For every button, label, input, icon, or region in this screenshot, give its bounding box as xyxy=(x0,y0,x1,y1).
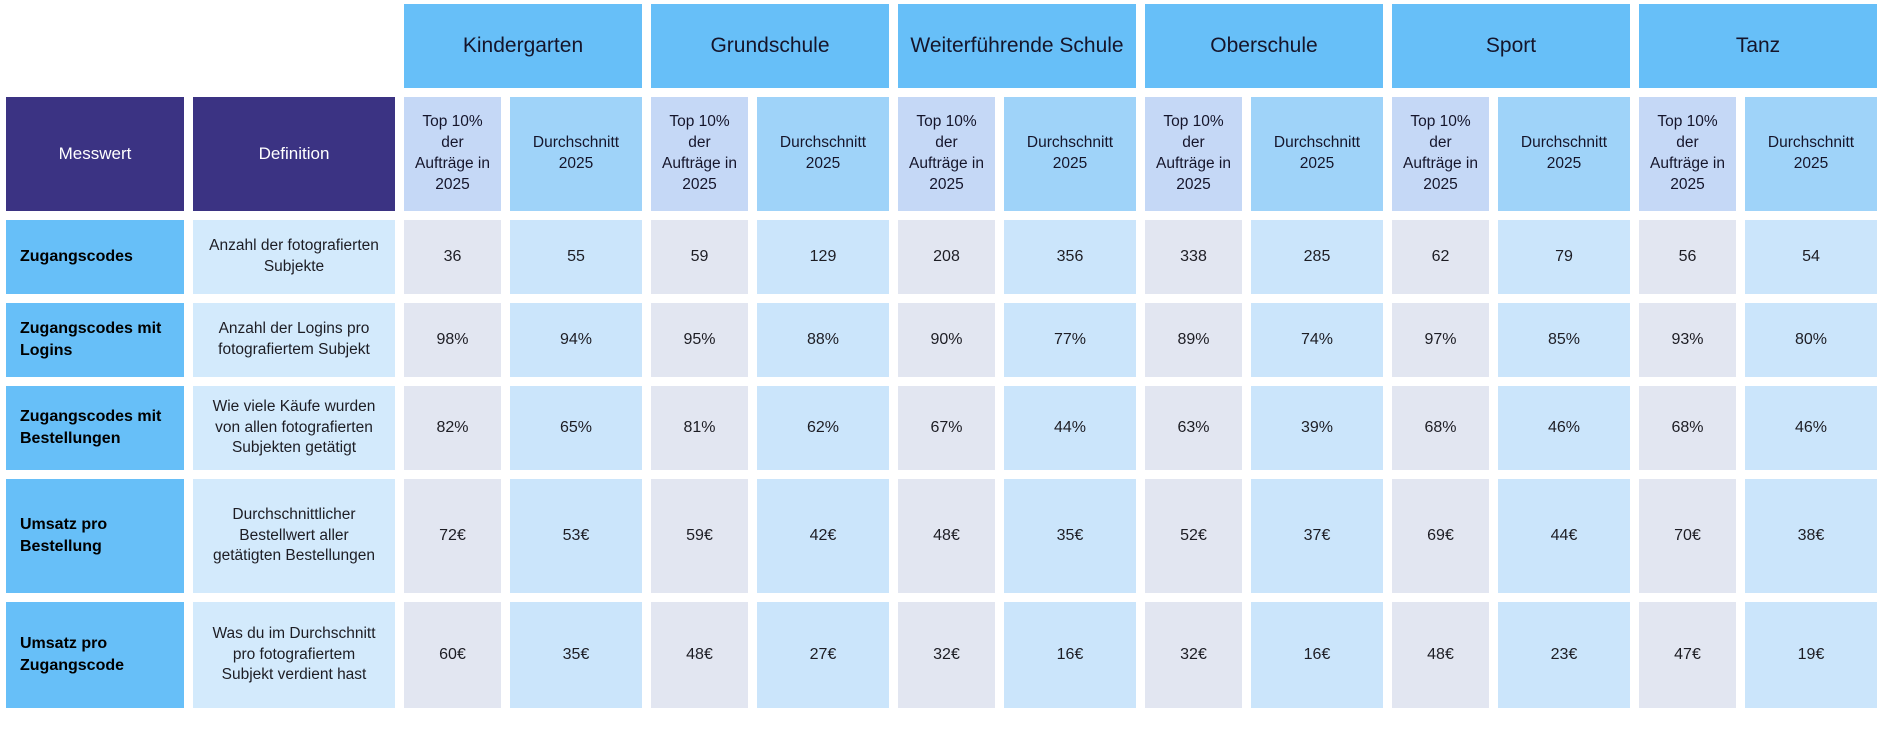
subheader-average: Durchschnitt 2025 xyxy=(510,97,642,211)
value-top10-cell: 81% xyxy=(651,386,748,470)
subheader-top10: Top 10% der Aufträge in 2025 xyxy=(1639,97,1736,211)
value-top10-cell: 97% xyxy=(1392,303,1489,377)
value-top10-cell: 69€ xyxy=(1392,479,1489,593)
value-top10-cell: 93% xyxy=(1639,303,1736,377)
value-average-cell: 16€ xyxy=(1004,602,1136,708)
value-top10-cell: 56 xyxy=(1639,220,1736,294)
value-top10-cell: 82% xyxy=(404,386,501,470)
subheader-top10: Top 10% der Aufträge in 2025 xyxy=(651,97,748,211)
value-average-cell: 16€ xyxy=(1251,602,1383,708)
value-top10-cell: 67% xyxy=(898,386,995,470)
value-top10-cell: 52€ xyxy=(1145,479,1242,593)
value-top10-cell: 95% xyxy=(651,303,748,377)
subheader-average: Durchschnitt 2025 xyxy=(757,97,889,211)
group-header-sport: Sport xyxy=(1392,4,1630,88)
subheader-top10: Top 10% der Aufträge in 2025 xyxy=(1145,97,1242,211)
value-top10-cell: 32€ xyxy=(898,602,995,708)
value-average-cell: 46% xyxy=(1498,386,1630,470)
value-average-cell: 44€ xyxy=(1498,479,1630,593)
value-average-cell: 23€ xyxy=(1498,602,1630,708)
value-average-cell: 27€ xyxy=(757,602,889,708)
subheader-average: Durchschnitt 2025 xyxy=(1745,97,1877,211)
value-average-cell: 356 xyxy=(1004,220,1136,294)
value-average-cell: 129 xyxy=(757,220,889,294)
value-top10-cell: 208 xyxy=(898,220,995,294)
row-definition: Wie viele Käufe wurden von allen fotogra… xyxy=(193,386,395,470)
subheader-top10: Top 10% der Aufträge in 2025 xyxy=(1392,97,1489,211)
group-header-weiterf-hrende-schule: Weiterführende Schule xyxy=(898,4,1136,88)
value-top10-cell: 68% xyxy=(1392,386,1489,470)
value-average-cell: 65% xyxy=(510,386,642,470)
value-average-cell: 85% xyxy=(1498,303,1630,377)
value-average-cell: 94% xyxy=(510,303,642,377)
subheader-top10: Top 10% der Aufträge in 2025 xyxy=(898,97,995,211)
value-top10-cell: 48€ xyxy=(1392,602,1489,708)
value-average-cell: 80% xyxy=(1745,303,1877,377)
value-top10-cell: 32€ xyxy=(1145,602,1242,708)
value-top10-cell: 47€ xyxy=(1639,602,1736,708)
value-top10-cell: 48€ xyxy=(898,479,995,593)
row-measure-label: Zugangscodes mit Logins xyxy=(6,303,184,377)
value-average-cell: 54 xyxy=(1745,220,1877,294)
value-average-cell: 55 xyxy=(510,220,642,294)
subheader-average: Durchschnitt 2025 xyxy=(1004,97,1136,211)
value-average-cell: 77% xyxy=(1004,303,1136,377)
value-top10-cell: 59€ xyxy=(651,479,748,593)
value-average-cell: 37€ xyxy=(1251,479,1383,593)
value-average-cell: 39% xyxy=(1251,386,1383,470)
value-top10-cell: 62 xyxy=(1392,220,1489,294)
row-definition: Was du im Durchschnitt pro fotografierte… xyxy=(193,602,395,708)
group-header-grundschule: Grundschule xyxy=(651,4,889,88)
value-top10-cell: 36 xyxy=(404,220,501,294)
value-average-cell: 62% xyxy=(757,386,889,470)
row-measure-label: Umsatz pro Bestellung xyxy=(6,479,184,593)
row-definition: Anzahl der fotografierten Subjekte xyxy=(193,220,395,294)
metrics-table: Messwert Definition Kindergarten Top 10% … xyxy=(6,4,1877,708)
value-average-cell: 19€ xyxy=(1745,602,1877,708)
subheader-top10: Top 10% der Aufträge in 2025 xyxy=(404,97,501,211)
group-header-tanz: Tanz xyxy=(1639,4,1877,88)
value-top10-cell: 48€ xyxy=(651,602,748,708)
row-measure-label: Zugangscodes xyxy=(6,220,184,294)
definition-column-header: Definition xyxy=(193,97,395,211)
measure-column-header: Messwert xyxy=(6,97,184,211)
value-average-cell: 35€ xyxy=(1004,479,1136,593)
value-average-cell: 79 xyxy=(1498,220,1630,294)
value-top10-cell: 90% xyxy=(898,303,995,377)
value-top10-cell: 98% xyxy=(404,303,501,377)
value-top10-cell: 60€ xyxy=(404,602,501,708)
value-top10-cell: 63% xyxy=(1145,386,1242,470)
value-average-cell: 38€ xyxy=(1745,479,1877,593)
value-top10-cell: 59 xyxy=(651,220,748,294)
value-top10-cell: 72€ xyxy=(404,479,501,593)
value-average-cell: 46% xyxy=(1745,386,1877,470)
group-header-kindergarten: Kindergarten xyxy=(404,4,642,88)
value-top10-cell: 70€ xyxy=(1639,479,1736,593)
value-average-cell: 285 xyxy=(1251,220,1383,294)
value-average-cell: 42€ xyxy=(757,479,889,593)
subheader-average: Durchschnitt 2025 xyxy=(1251,97,1383,211)
value-average-cell: 35€ xyxy=(510,602,642,708)
subheader-average: Durchschnitt 2025 xyxy=(1498,97,1630,211)
value-average-cell: 53€ xyxy=(510,479,642,593)
row-measure-label: Umsatz pro Zugangscode xyxy=(6,602,184,708)
value-average-cell: 74% xyxy=(1251,303,1383,377)
row-measure-label: Zugangscodes mit Bestellungen xyxy=(6,386,184,470)
value-top10-cell: 338 xyxy=(1145,220,1242,294)
group-header-oberschule: Oberschule xyxy=(1145,4,1383,88)
row-definition: Anzahl der Logins pro fotografiertem Sub… xyxy=(193,303,395,377)
value-top10-cell: 89% xyxy=(1145,303,1242,377)
value-top10-cell: 68% xyxy=(1639,386,1736,470)
value-average-cell: 44% xyxy=(1004,386,1136,470)
value-average-cell: 88% xyxy=(757,303,889,377)
row-definition: Durchschnittlicher Bestellwert aller get… xyxy=(193,479,395,593)
